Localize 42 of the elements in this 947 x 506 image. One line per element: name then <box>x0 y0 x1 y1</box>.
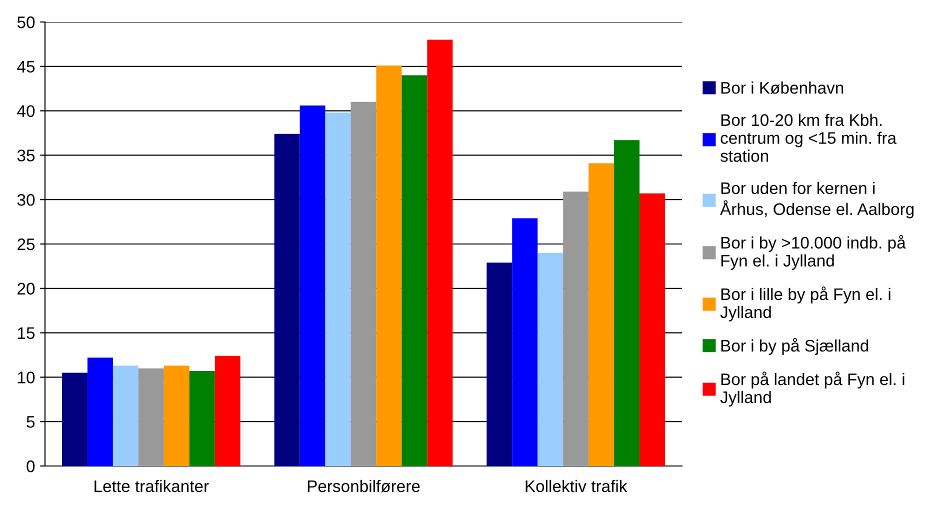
y-tick-label: 35 <box>17 150 35 162</box>
legend-label: Bor i lille by på Fyn el. i Jylland <box>720 286 890 322</box>
legend-label: Bor i København <box>721 82 844 94</box>
bar <box>87 358 113 466</box>
bar <box>214 356 240 466</box>
legend-label: Bor på landet på Fyn el. i Jylland <box>720 372 904 406</box>
bar <box>427 40 453 466</box>
y-tick-label: 15 <box>18 327 35 340</box>
bar <box>62 372 88 466</box>
legend-label: Bor i by på Sjælland <box>721 338 868 355</box>
y-tick-label: 50 <box>17 16 35 28</box>
x-tick-label: Lette trafikanter <box>94 480 209 492</box>
bar <box>274 134 300 466</box>
y-tick-label: 45 <box>17 60 35 73</box>
x-tick-label: Personbilførere <box>308 480 420 492</box>
bar <box>538 252 564 466</box>
bar <box>376 66 402 466</box>
bar <box>563 192 589 466</box>
y-tick-label: 0 <box>26 460 35 472</box>
bar <box>189 370 215 466</box>
legend-label: Bor 10-20 km fra Kbh. centrum og <15 min. fra station <box>720 114 897 162</box>
y-tick-label: 5 <box>26 416 35 428</box>
y-tick-label: 30 <box>17 194 35 206</box>
x-tick-label: Kollektiv trafik <box>526 480 628 492</box>
bar <box>112 366 138 466</box>
legend-label: Bor i by >10.000 indb. på Fyn el. i Jylland <box>721 235 906 270</box>
y-tick-label: 20 <box>18 282 35 295</box>
bar <box>138 368 164 466</box>
legend-label: Bor uden for kernen i Århus, Odense el. Aalborg <box>720 182 914 218</box>
bar <box>486 262 512 466</box>
bar <box>614 140 640 466</box>
bar <box>402 75 428 466</box>
y-tick-label: 10 <box>18 372 35 384</box>
bar <box>588 163 614 466</box>
y-tick-label: 25 <box>18 238 35 250</box>
bar <box>350 102 376 466</box>
bar <box>164 366 190 466</box>
bar <box>325 112 351 466</box>
bar <box>640 193 666 466</box>
bar <box>512 218 538 466</box>
y-tick-label: 40 <box>17 105 35 118</box>
bar <box>300 105 326 466</box>
